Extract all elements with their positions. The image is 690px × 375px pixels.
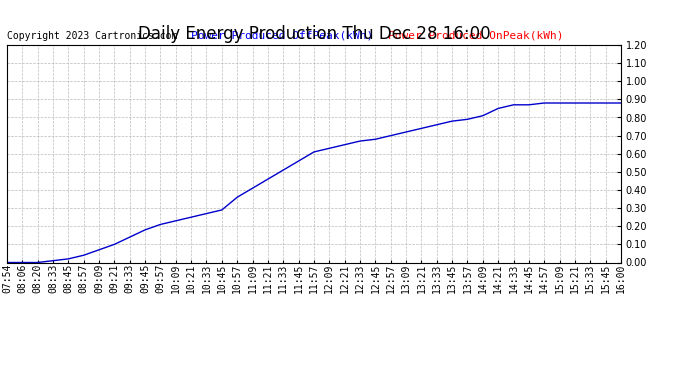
Text: Copyright 2023 Cartronics.com: Copyright 2023 Cartronics.com [7, 31, 177, 40]
Text: Power Produced OffPeak(kWh): Power Produced OffPeak(kWh) [191, 31, 373, 40]
Title: Daily Energy Production Thu Dec 28 16:00: Daily Energy Production Thu Dec 28 16:00 [137, 26, 491, 44]
Text: Power Produced OnPeak(kWh): Power Produced OnPeak(kWh) [388, 31, 563, 40]
